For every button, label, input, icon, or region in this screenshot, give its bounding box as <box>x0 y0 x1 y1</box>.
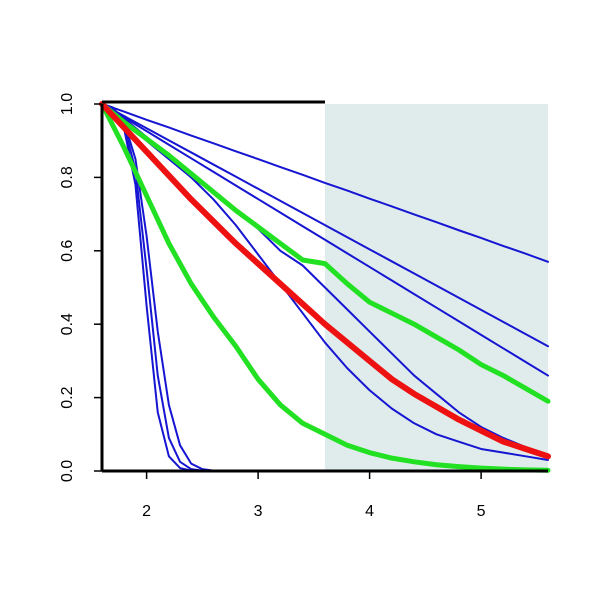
x-tick-label: 3 <box>254 503 263 520</box>
y-tick-label: 0.6 <box>59 240 76 262</box>
curve <box>99 101 551 473</box>
curve <box>101 103 549 348</box>
curve <box>101 103 549 461</box>
curve <box>101 103 549 377</box>
y-tick-label: 0.2 <box>59 386 76 408</box>
x-tick-label: 2 <box>142 503 151 520</box>
y-tick-label: 1.0 <box>59 93 76 115</box>
curve <box>99 101 551 404</box>
curve <box>101 103 549 263</box>
highlight-region <box>325 104 548 471</box>
x-tick-label: 5 <box>477 503 486 520</box>
curve <box>99 101 551 460</box>
y-tick-label: 0.4 <box>59 313 76 335</box>
x-tick-label: 4 <box>365 503 374 520</box>
y-tick-label: 0.8 <box>59 166 76 188</box>
y-tick-label: 0.0 <box>59 460 76 482</box>
